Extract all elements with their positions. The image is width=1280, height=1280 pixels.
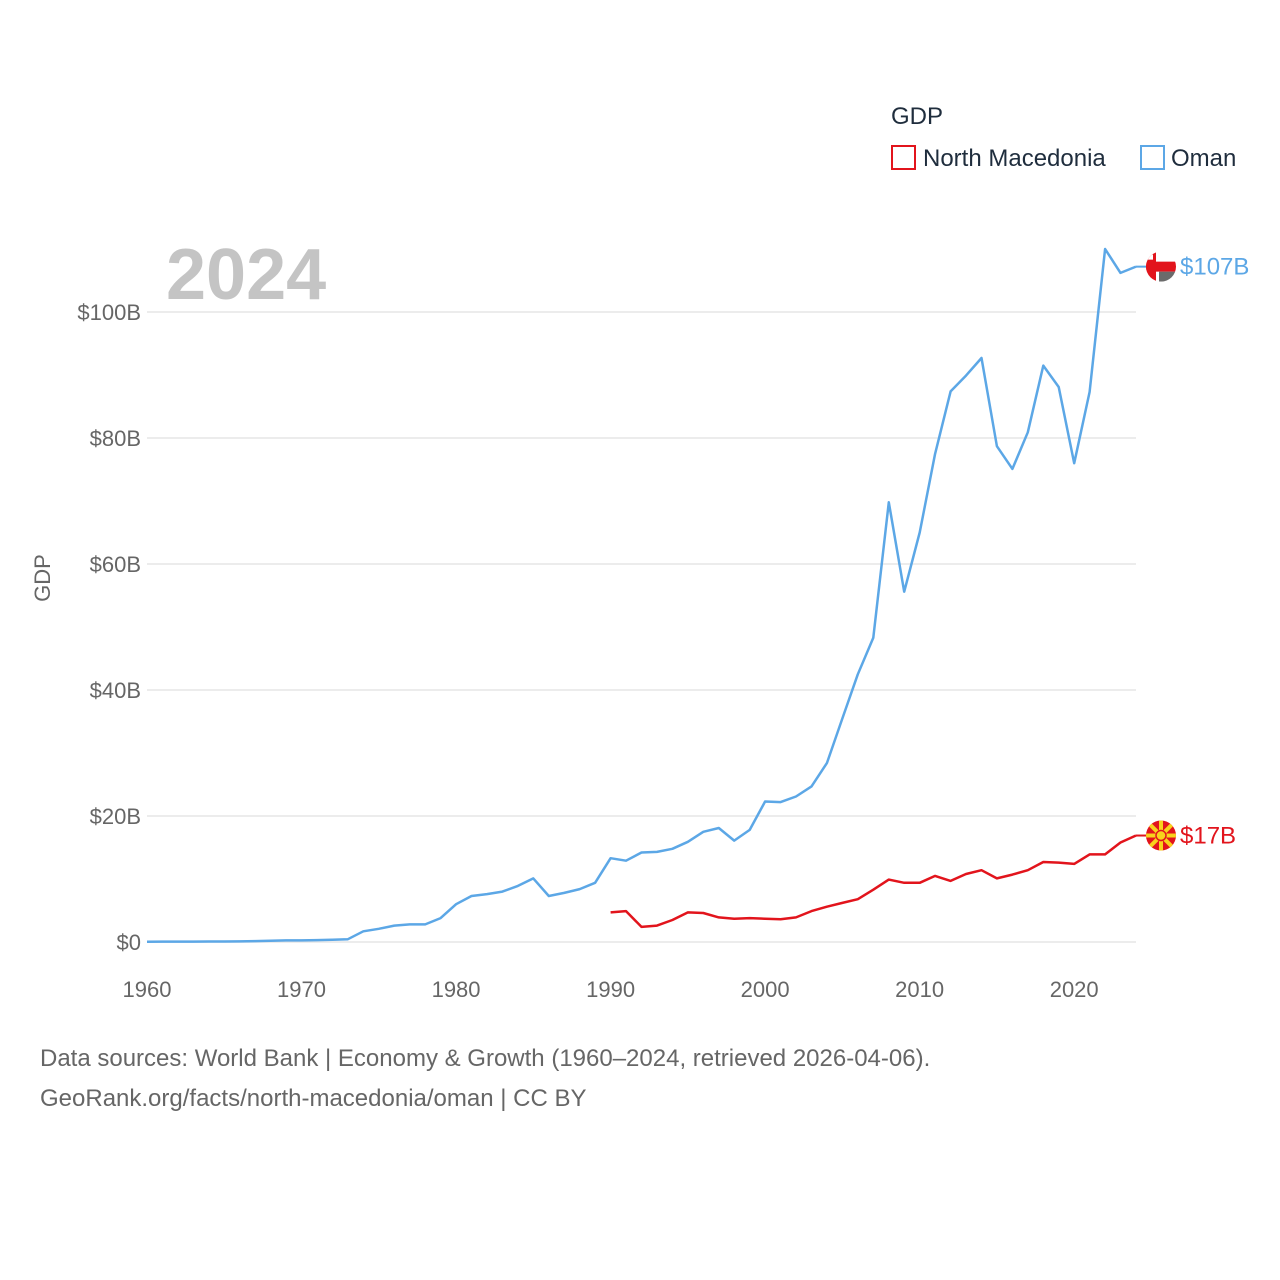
legend-title: GDP: [891, 103, 943, 130]
legend[interactable]: GDP North Macedonia Oman: [891, 103, 1236, 172]
y-tick-label-40: $40B: [90, 678, 141, 703]
series-line-oman: [146, 247, 1137, 943]
series-lines: [146, 247, 1137, 943]
y-tick-label-60: $60B: [90, 552, 141, 577]
x-tick-label-2010: 2010: [895, 977, 944, 1002]
series-line-north-macedonia: [610, 834, 1137, 929]
x-axis-ticks: 1960 1970 1980 1990 2000 2010 2020: [123, 977, 1099, 1002]
legend-item-north-macedonia[interactable]: North Macedonia: [891, 145, 1106, 172]
grid-lines: [147, 311, 1136, 943]
footer-source: Data sources: World Bank | Economy & Gro…: [40, 1045, 931, 1072]
y-tick-label-0: $0: [117, 930, 141, 955]
x-tick-label-2000: 2000: [741, 977, 790, 1002]
x-tick-label-1960: 1960: [123, 977, 172, 1002]
x-tick-label-1980: 1980: [432, 977, 481, 1002]
x-tick-label-1970: 1970: [277, 977, 326, 1002]
footer-url[interactable]: GeoRank.org/facts/north-macedonia/oman |…: [40, 1085, 587, 1112]
y-axis-title: GDP: [30, 554, 55, 602]
legend-swatch-north-macedonia: [891, 145, 916, 170]
legend-swatch-oman: [1140, 145, 1165, 170]
x-tick-label-2020: 2020: [1050, 977, 1099, 1002]
y-tick-label-100: $100B: [77, 300, 141, 325]
legend-item-oman[interactable]: Oman: [1140, 145, 1236, 172]
legend-label-north-macedonia: North Macedonia: [923, 145, 1106, 172]
end-label-north-macedonia: $17B: [1180, 823, 1236, 850]
series-end-markers: $107B $17B: [1136, 251, 1249, 851]
end-label-oman: $107B: [1180, 254, 1249, 281]
y-axis-ticks: $0 $20B $40B $60B $80B $100B: [77, 300, 141, 955]
year-label: 2024: [166, 235, 326, 315]
oman-flag-icon: [1146, 251, 1176, 282]
y-tick-label-20: $20B: [90, 804, 141, 829]
y-tick-label-80: $80B: [90, 426, 141, 451]
x-tick-label-1990: 1990: [586, 977, 635, 1002]
legend-label-oman: Oman: [1171, 145, 1236, 172]
